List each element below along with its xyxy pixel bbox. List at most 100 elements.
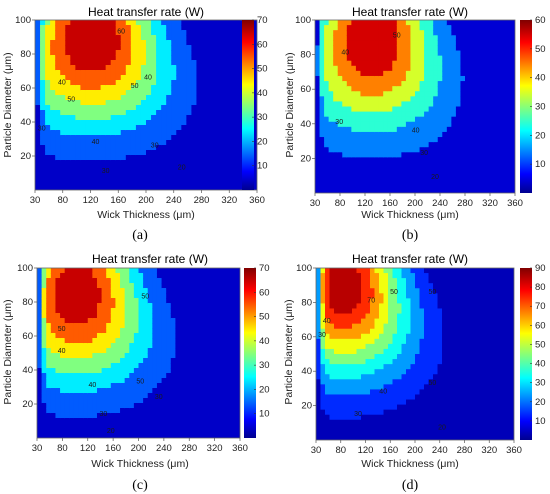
heatmap-cell — [235, 338, 240, 344]
heatmap-cell — [342, 40, 348, 47]
heatmap-cell — [387, 50, 393, 57]
heatmap-cell — [360, 70, 366, 77]
heatmap-cell — [110, 308, 117, 314]
heatmap-cell — [374, 167, 380, 174]
heatmap-cell — [492, 157, 498, 164]
heatmap-cell — [360, 152, 366, 158]
heatmap-cell — [140, 160, 147, 166]
heatmap-cell — [105, 65, 112, 71]
heatmap-cell — [387, 60, 393, 67]
heatmap-cell — [324, 91, 330, 97]
heatmap-cell — [460, 152, 466, 158]
heatmap-cell — [442, 152, 448, 158]
heatmap-cell — [152, 403, 158, 409]
heatmap-cell — [166, 120, 172, 126]
heatmap-cell — [161, 145, 167, 151]
heatmap-cell — [46, 273, 52, 279]
heatmap-cell — [410, 121, 416, 128]
heatmap-cell — [392, 96, 398, 103]
heatmap-cell — [50, 373, 57, 379]
heatmap-cell — [110, 378, 117, 384]
heatmap-cell — [161, 150, 167, 156]
heatmap-cell — [419, 96, 425, 103]
heatmap-cell — [396, 116, 402, 123]
contour-label: 30 — [38, 126, 46, 133]
heatmap-cell — [251, 55, 257, 61]
heatmap-cell — [334, 369, 340, 375]
y-tick-label: 40 — [300, 119, 311, 130]
heatmap-cell — [184, 418, 190, 424]
heatmap-cell — [328, 20, 334, 26]
heatmap-cell — [207, 433, 213, 438]
heatmap-cell — [40, 65, 46, 71]
heatmap-cell — [40, 180, 46, 186]
heatmap-cell — [207, 323, 213, 329]
heatmap-cell — [329, 404, 335, 411]
heatmap-cell — [96, 408, 103, 414]
heatmap-cell — [55, 288, 61, 294]
heatmap-cell — [64, 418, 70, 424]
heatmap-cell — [201, 70, 208, 76]
heatmap-cell — [396, 45, 402, 52]
heatmap-cell — [396, 111, 402, 118]
heatmap-cell — [474, 131, 480, 138]
heatmap-cell — [451, 131, 457, 138]
heatmap-cell — [221, 165, 228, 171]
heatmap-cell — [419, 40, 425, 47]
heatmap-cell — [460, 86, 466, 92]
heatmap-cell — [325, 308, 331, 315]
heatmap-cell — [50, 125, 56, 131]
heatmap-cell — [324, 60, 330, 67]
colorbar-tick-label: 70 — [259, 263, 270, 274]
heatmap-cell — [221, 283, 227, 289]
heatmap-cell — [100, 85, 107, 91]
heatmap-cell — [87, 318, 93, 324]
heatmap-cell — [226, 100, 233, 106]
heatmap-cell — [410, 55, 416, 62]
heatmap-cell — [387, 65, 393, 72]
heatmap-cell — [424, 126, 430, 133]
heatmap-cell — [191, 120, 198, 126]
heatmap-cell — [196, 80, 203, 86]
heatmap-cell — [455, 55, 462, 62]
heatmap-cell — [75, 100, 82, 106]
heatmap-cell — [383, 50, 389, 57]
heatmap-cell — [156, 408, 163, 414]
heatmap-cell — [101, 418, 107, 424]
heatmap-cell — [92, 353, 98, 359]
heatmap-cell — [35, 90, 41, 96]
heatmap-cell — [496, 142, 502, 148]
heatmap-cell — [115, 348, 121, 354]
heatmap-cell — [106, 303, 112, 309]
heatmap-cell — [501, 137, 507, 143]
heatmap-cell — [120, 165, 127, 171]
heatmap-cell — [171, 165, 177, 171]
heatmap-cell — [180, 428, 186, 434]
heatmap-cell — [334, 424, 340, 431]
heatmap-cell — [96, 388, 103, 394]
heatmap-cell — [106, 293, 112, 299]
heatmap-cell — [211, 160, 218, 166]
heatmap-cell — [320, 268, 326, 274]
heatmap-cell — [487, 91, 493, 97]
panel-b-xlabel: Wick Thickness (μm) — [361, 209, 458, 221]
heatmap-cell — [216, 150, 223, 156]
heatmap-cell — [383, 86, 389, 92]
heatmap-cell — [392, 60, 398, 67]
heatmap-cell — [140, 25, 147, 31]
heatmap-cell — [405, 131, 412, 138]
heatmap-cell — [487, 131, 493, 138]
heatmap-cell — [110, 418, 117, 424]
heatmap-cell — [105, 85, 112, 91]
heatmap-cell — [338, 399, 344, 406]
contour-label: 40 — [89, 382, 97, 389]
heatmap-cell — [151, 60, 157, 66]
heatmap-cell — [120, 30, 127, 36]
heatmap-cell — [124, 398, 130, 404]
heatmap-cell — [501, 167, 507, 174]
heatmap-cell — [181, 125, 187, 131]
heatmap-cell — [343, 303, 349, 310]
heatmap-cell — [175, 273, 181, 279]
heatmap-cell — [40, 85, 46, 91]
heatmap-cell — [45, 115, 51, 121]
